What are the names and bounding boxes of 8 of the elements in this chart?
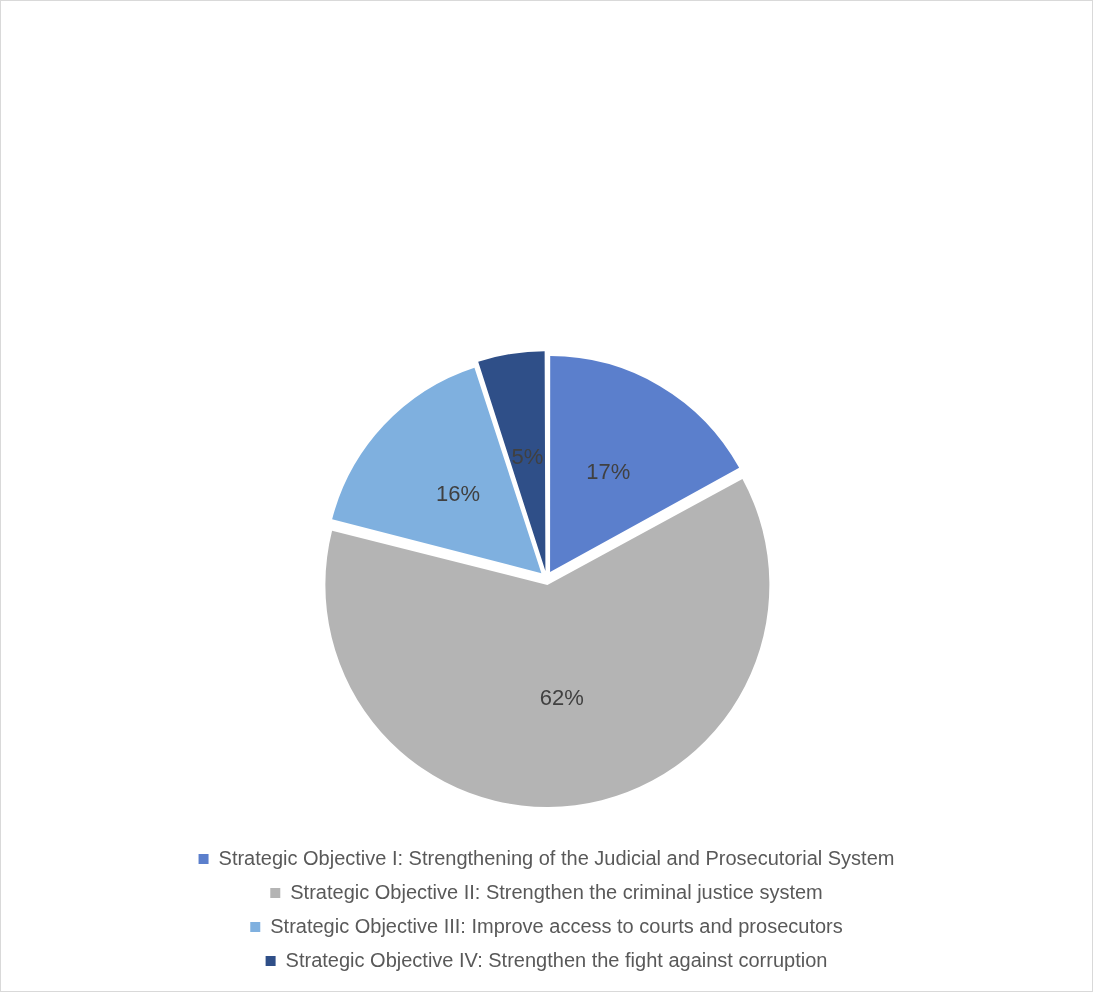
legend-label: Strategic Objective II: Strengthen the criminal justice system (290, 880, 823, 903)
legend-label: Strategic Objective III: Improve access to courts and prosecutors (270, 914, 843, 937)
legend-label: Strategic Objective I: Strengthening of the Judicial and Prosecutorial System (218, 846, 895, 869)
data-label: 62% (539, 684, 584, 710)
legend-label: Strategic Objective IV: Strengthen the fight against corruption (285, 948, 828, 971)
data-label: 17% (586, 459, 631, 485)
data-label: 5% (511, 444, 544, 470)
data-label: 16% (435, 480, 480, 506)
